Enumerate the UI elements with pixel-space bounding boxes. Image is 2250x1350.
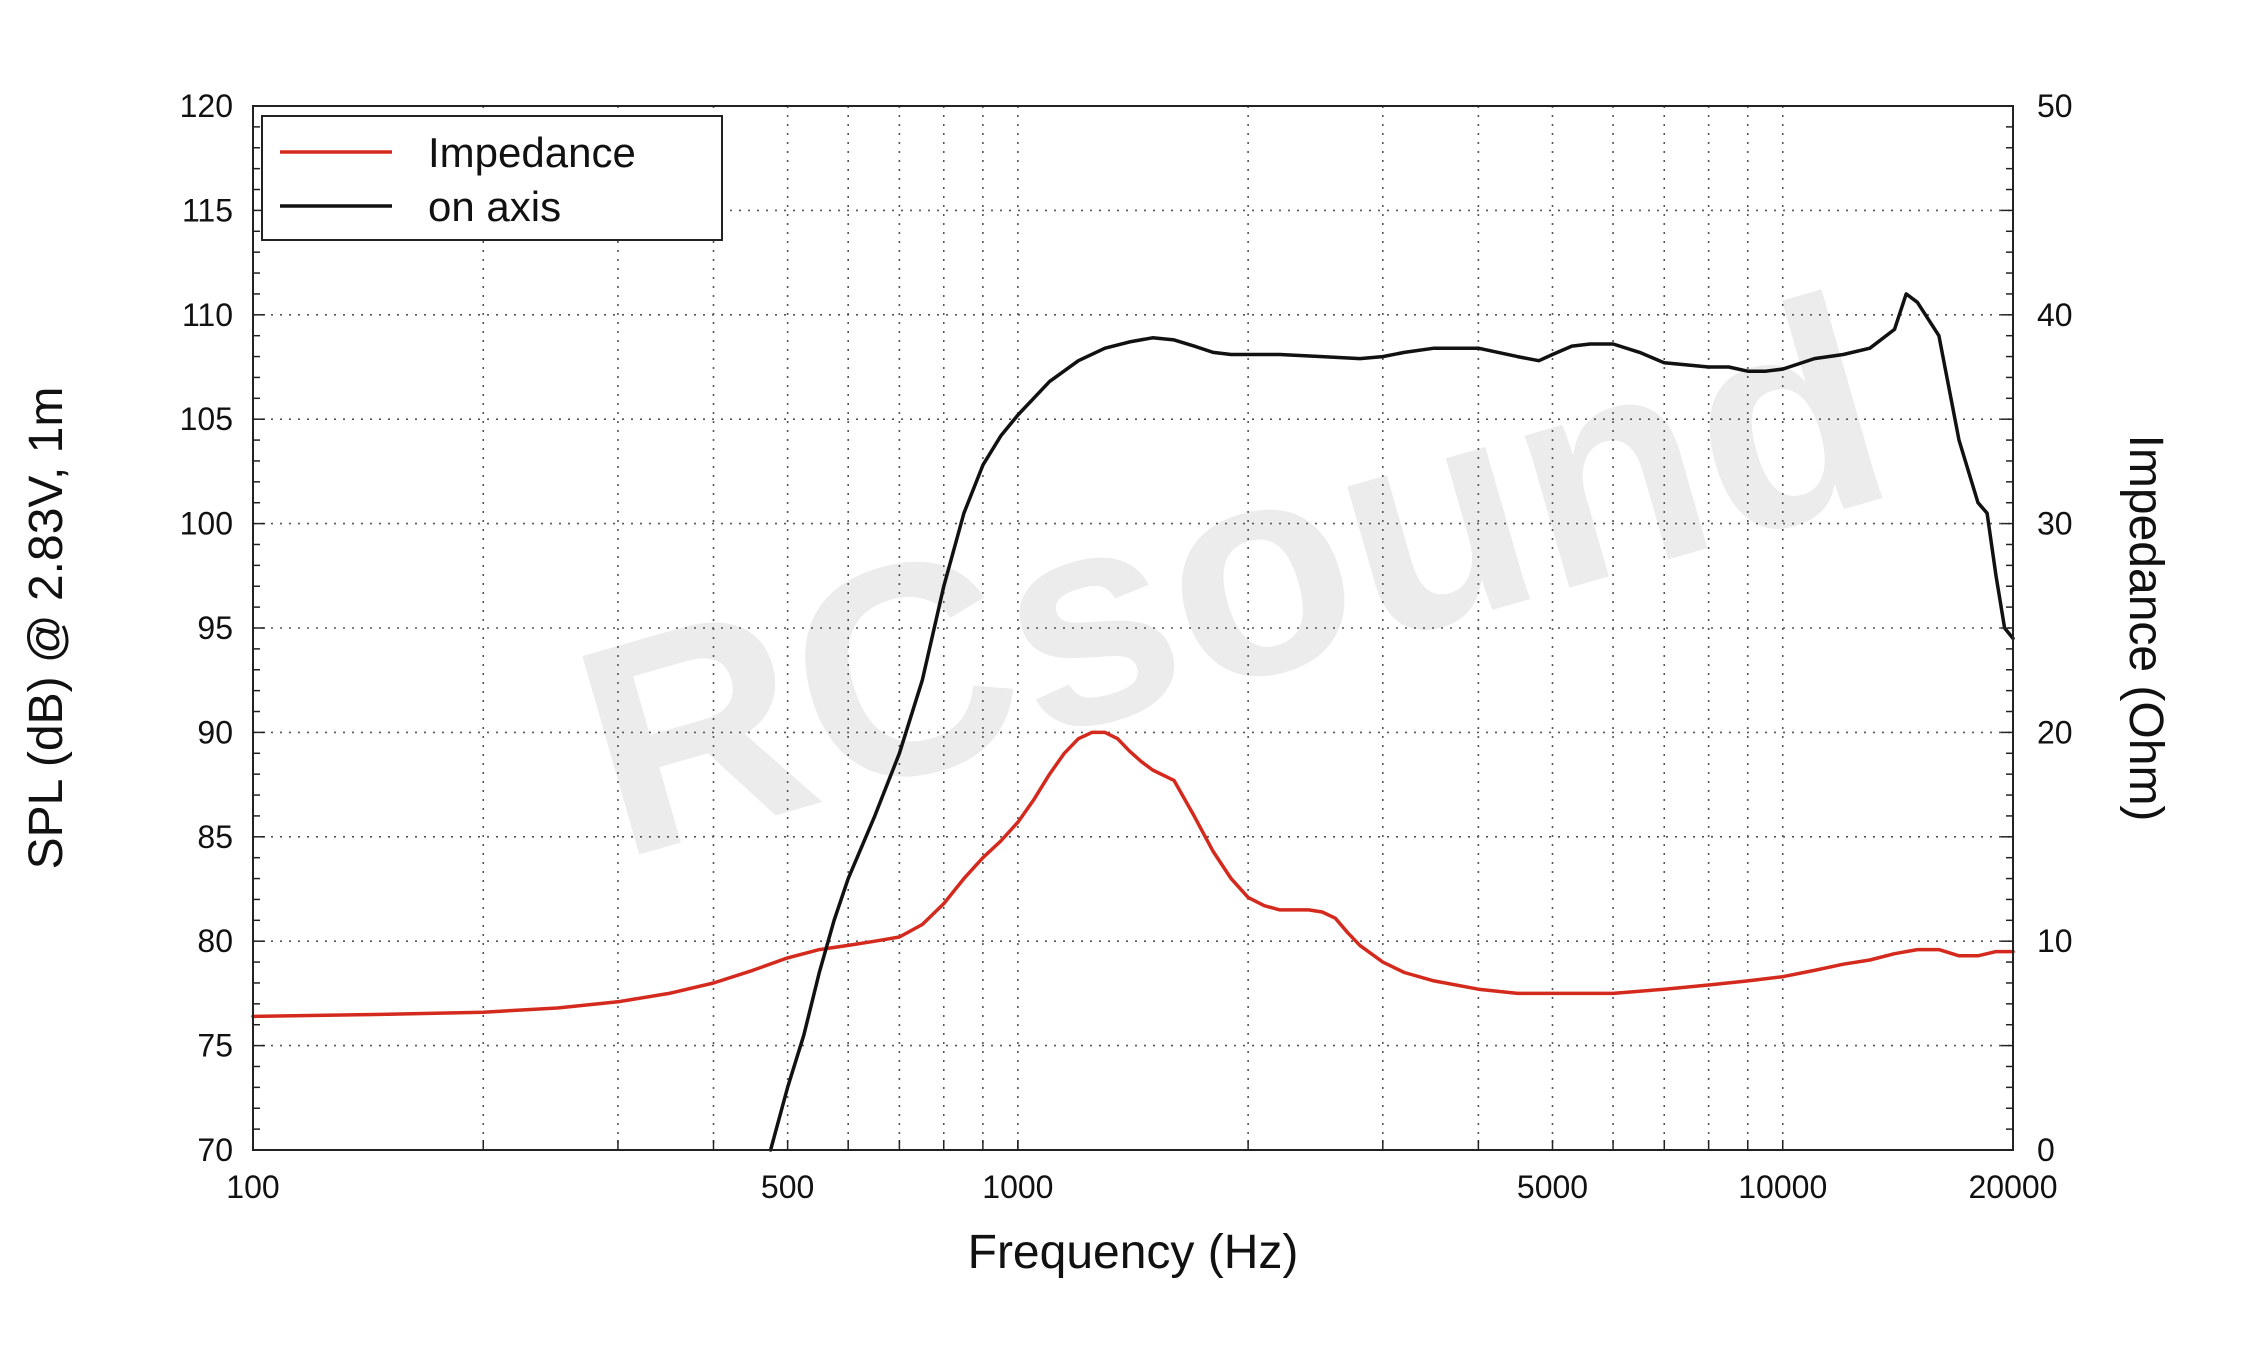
x-tick-label: 500 [761, 1169, 814, 1205]
grid-lines [253, 106, 2013, 1150]
axis-ticks [252, 105, 2014, 1151]
y-tick-label: 75 [197, 1028, 233, 1064]
x-tick-label: 5000 [1517, 1169, 1588, 1205]
y-tick-label: 95 [197, 610, 233, 646]
y-tick-label: 90 [197, 714, 233, 750]
legend-label-impedance: Impedance [428, 129, 636, 176]
y2-tick-label: 10 [2037, 923, 2073, 959]
y-tick-label: 100 [180, 506, 233, 542]
x-axis-title: Frequency (Hz) [968, 1226, 1299, 1279]
y-tick-label: 80 [197, 923, 233, 959]
y-tick-label: 85 [197, 819, 233, 855]
legend-box [261, 115, 723, 241]
y2-tick-label: 30 [2037, 506, 2073, 542]
legend: Impedance on axis [261, 115, 723, 241]
legend-label-on-axis: on axis [428, 183, 561, 230]
y2-tick-label: 20 [2037, 714, 2073, 750]
x-tick-label: 20000 [1969, 1169, 2058, 1205]
y-tick-label: 105 [180, 401, 233, 437]
series-line-on-axis [768, 292, 2015, 1152]
y2-tick-label: 0 [2037, 1132, 2055, 1168]
x-tick-label: 100 [226, 1169, 279, 1205]
series-lines [251, 292, 2015, 1152]
y-tick-label: 115 [182, 192, 233, 228]
y-axis-title-right: Impedance (Ohm) [2119, 435, 2172, 822]
x-tick-label: 1000 [982, 1169, 1053, 1205]
y-tick-label: 70 [197, 1132, 233, 1168]
x-tick-label: 10000 [1738, 1169, 1827, 1205]
tick-labels: 100 500 1000 5000 10000 200007075808590951001… [180, 88, 2073, 1205]
watermark-text: RCsound [545, 231, 1919, 921]
y-tick-label: 120 [180, 88, 233, 124]
series-line-impedance [251, 730, 2015, 1019]
y-tick-label: 110 [182, 297, 233, 333]
y2-tick-label: 50 [2037, 88, 2073, 124]
y2-tick-label: 40 [2037, 297, 2073, 333]
y-axis-title-left: SPL (dB) @ 2.83V, 1m [20, 387, 73, 870]
